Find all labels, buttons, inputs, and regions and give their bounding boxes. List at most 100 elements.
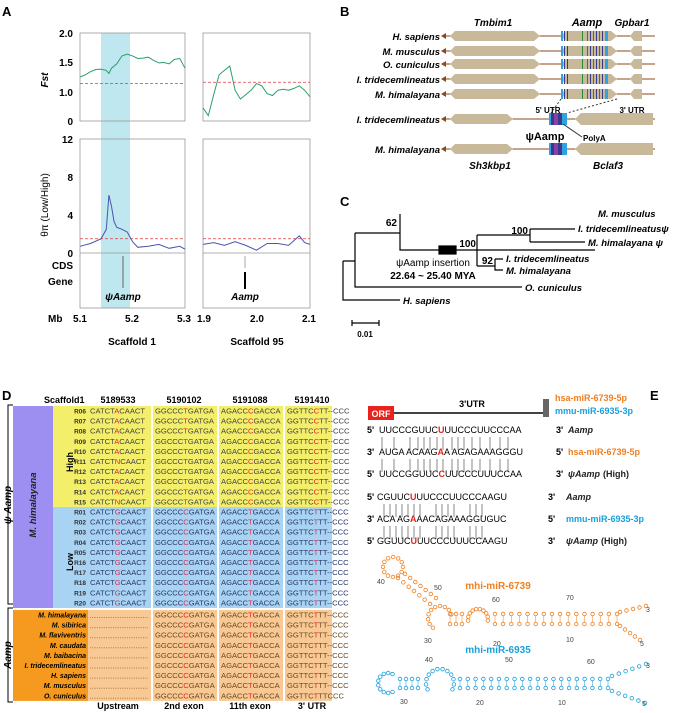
variant-base: T xyxy=(248,691,253,700)
variant-base: C xyxy=(314,487,320,496)
nucleotide xyxy=(590,676,595,682)
nucleotide xyxy=(582,676,587,682)
variant-base: C xyxy=(183,691,189,700)
bootstrap-value: 62 xyxy=(386,218,398,229)
variant-base: T xyxy=(183,487,188,496)
alignment-row: M. baibacina GGCCCCGATGA AGACCTGACCA GGTTCT… xyxy=(44,651,349,660)
variant-base: T xyxy=(248,631,253,640)
strand-end: 5' xyxy=(367,536,374,546)
nucleotide xyxy=(483,611,489,616)
nucleotide xyxy=(617,623,623,629)
nucleotide xyxy=(535,676,541,682)
variant-base: G xyxy=(115,598,121,607)
variant-base: T xyxy=(248,568,253,577)
variant-base: T xyxy=(314,518,319,527)
gene-header-aamp: Aamp xyxy=(571,17,603,29)
position-header: 5191410 xyxy=(294,395,329,405)
nucleotide xyxy=(415,685,421,691)
variant-base: N xyxy=(115,497,120,506)
nucleotide xyxy=(492,611,498,617)
nt-number: 20 xyxy=(493,641,501,648)
nucleotide xyxy=(590,621,595,627)
pseudo-aamp-label: ψAamp xyxy=(526,131,565,143)
nucleotide xyxy=(457,676,463,682)
alignment-column-bg xyxy=(285,507,332,608)
sequence: CATCTGCAACT xyxy=(90,548,147,557)
panel-c-labels: M. musculus I. tridecemlineatusψ M. hima… xyxy=(357,209,669,339)
nucleotide xyxy=(376,683,381,688)
panel-label-d: D xyxy=(2,388,11,403)
read-id: R09 xyxy=(74,439,86,446)
alignment-row: H. sapiens GGCCCCGATGA AGACCTGACCA GGTTCTTT… xyxy=(51,671,349,680)
alignment-row: R12 CATCTACAACT GGCCCTGATGA AGACCCGACCA GGTT… xyxy=(74,467,350,476)
sequence: CATCTACAACT xyxy=(90,477,145,486)
nt-number: 60 xyxy=(587,659,595,666)
nucleotide xyxy=(624,608,629,613)
exon-stripe xyxy=(564,46,565,56)
highlight-band xyxy=(101,33,130,308)
hairpin-label-6935: mhi-miR-6935 xyxy=(465,645,531,656)
sequence: GGCCCCGATGA xyxy=(155,568,216,577)
nucleotide xyxy=(582,621,587,627)
nucleotide xyxy=(525,611,530,617)
nucleotide xyxy=(582,685,587,691)
variant-base: G xyxy=(115,518,121,527)
sequence: CATCTNCAACT xyxy=(90,457,146,466)
nucleotide xyxy=(451,682,457,687)
sequence: GGTTCTTT--CCC xyxy=(287,528,349,537)
exon-stripe xyxy=(582,31,583,41)
nucleotide xyxy=(409,676,415,682)
sequence: GGCCCCGATGA xyxy=(155,691,216,700)
sequence: GGTTCTTT--CCC xyxy=(287,548,349,557)
exon-stripe xyxy=(602,46,603,56)
strand-end: 5' xyxy=(556,447,563,457)
nucleotide xyxy=(541,621,546,627)
nucleotide xyxy=(520,676,525,682)
sequence: CATCTGCAACT xyxy=(90,558,147,567)
nucleotide xyxy=(627,630,633,636)
read-id: R18 xyxy=(74,580,86,587)
panel-b: Tmbim1 Aamp Gpbar1 H. sapiens M. musculus… xyxy=(357,17,655,172)
variant-base: T xyxy=(248,538,253,547)
alignment-row: R17 CATCTGCAACT GGCCCCGATGA AGACCTGACCA GGTT… xyxy=(74,568,349,577)
variant-base: C xyxy=(439,469,446,479)
alignment-row: R20 CATCTGCAACT GGCCCCGATGA AGACCTGACCA GGTT… xyxy=(74,598,349,607)
nucleotide xyxy=(541,611,546,617)
leaf-label: I. tridecemlineatus xyxy=(506,254,589,265)
variant-base: C xyxy=(248,447,254,456)
utr-label: 3'UTR xyxy=(459,399,485,409)
polya-label: PolyA xyxy=(583,134,606,143)
rna-sequence: UUCCCGUUCUUUCCCUUCCCAA xyxy=(379,425,522,435)
sequence: GGTTCCTT--CCC xyxy=(287,487,350,496)
leaf-label: M. himalayana ψ xyxy=(588,238,664,249)
exon-stripe xyxy=(567,31,568,41)
insertion-marker xyxy=(438,245,457,255)
sequence: AGACCTGACCA xyxy=(221,681,281,690)
nucleotide xyxy=(422,597,427,602)
rna-sequence: GGUUCUUUCCCUUUCCAAGU xyxy=(377,536,508,546)
variant-base: C xyxy=(183,611,189,620)
exon-stripe xyxy=(605,59,608,69)
gene-sh3kbp1 xyxy=(450,114,513,124)
alignment-row: R10 CATCTACAACT GGCCCTGATGA AGACCCGACCA GGTT… xyxy=(74,447,350,456)
exon-stripe xyxy=(596,31,597,41)
variant-base: T xyxy=(248,528,253,537)
exon-stripe xyxy=(587,74,588,84)
region-label: 2nd exon xyxy=(164,701,204,711)
alignment-row: R06 CATCTACAACT GGCCCTGATGA AGACCCGACCA GGTT… xyxy=(74,407,350,416)
sequence: AGACCCGACCA xyxy=(221,427,281,436)
variant-base: C xyxy=(314,417,320,426)
nucleotide xyxy=(399,569,404,575)
read-id: R06 xyxy=(74,409,86,416)
nucleotide xyxy=(512,676,517,682)
variant-base: U xyxy=(411,536,418,546)
sequence: AGACCTGACCA xyxy=(221,611,281,620)
alignment-column-bg xyxy=(153,507,217,608)
alignment-row: R03 CATCTGCAACT GGCCCCGATGA AGACCTGACCA GGTT… xyxy=(74,528,349,537)
phylogenetic-tree xyxy=(342,214,595,301)
insertion-guide-lines xyxy=(550,98,618,114)
nucleotide xyxy=(527,676,533,682)
nucleotide xyxy=(427,621,432,627)
nucleotide xyxy=(605,676,611,682)
nucleotide xyxy=(598,621,603,627)
